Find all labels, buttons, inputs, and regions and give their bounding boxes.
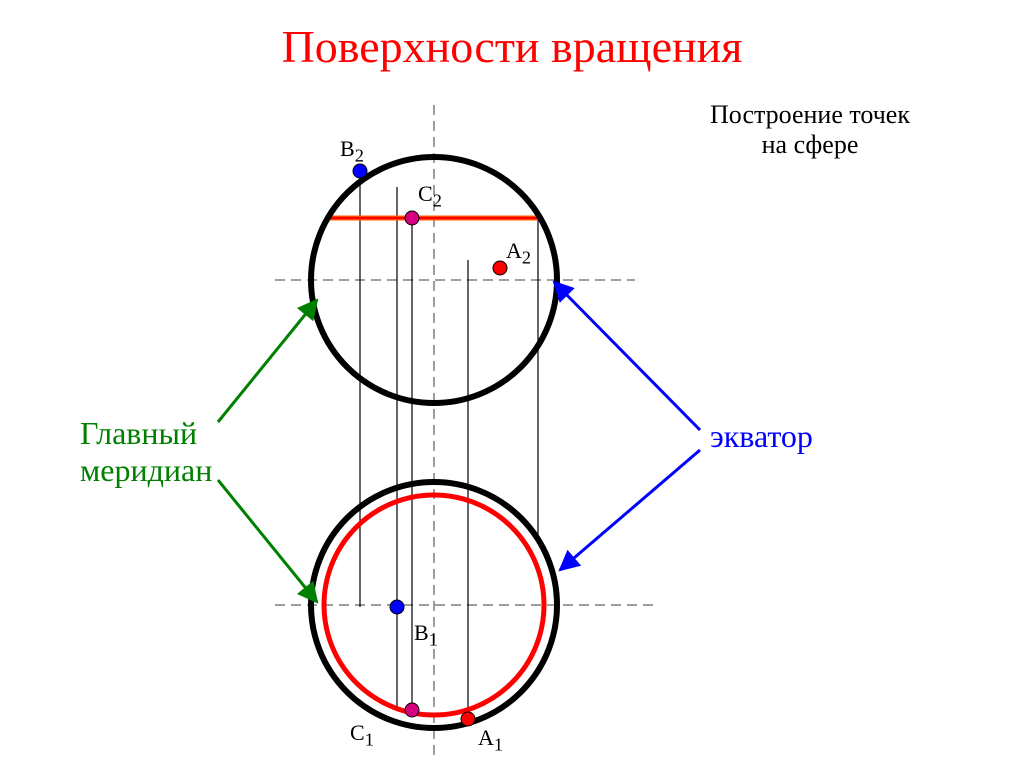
label-c2: C2	[418, 181, 442, 211]
label-equator: экватор	[710, 418, 813, 455]
equator-arrow-bottom	[560, 450, 700, 570]
label-b1: B1	[414, 620, 438, 650]
subtitle-line1: Построение точек	[660, 100, 960, 130]
meridian-arrow-bottom	[218, 480, 317, 602]
diagram-stage: Поверхности вращения Построение точек на…	[0, 0, 1024, 768]
equator-arrow-top	[554, 282, 700, 430]
label-a1: A1	[478, 725, 503, 755]
meridian-arrow-top	[218, 300, 317, 422]
label-meridian: Главный меридиан	[80, 415, 212, 489]
label-meridian-line2: меридиан	[80, 452, 212, 489]
label-c1: C1	[350, 720, 374, 750]
label-meridian-line1: Главный	[80, 415, 212, 452]
subtitle: Построение точек на сфере	[660, 100, 960, 160]
point-c2	[405, 211, 419, 225]
point-c1	[405, 703, 419, 717]
point-a1	[461, 712, 475, 726]
point-b1	[390, 600, 404, 614]
page-title: Поверхности вращения	[0, 20, 1024, 73]
subtitle-line2: на сфере	[660, 130, 960, 160]
label-a2: A2	[506, 238, 531, 268]
label-b2: B2	[340, 136, 364, 166]
point-a2	[493, 261, 507, 275]
